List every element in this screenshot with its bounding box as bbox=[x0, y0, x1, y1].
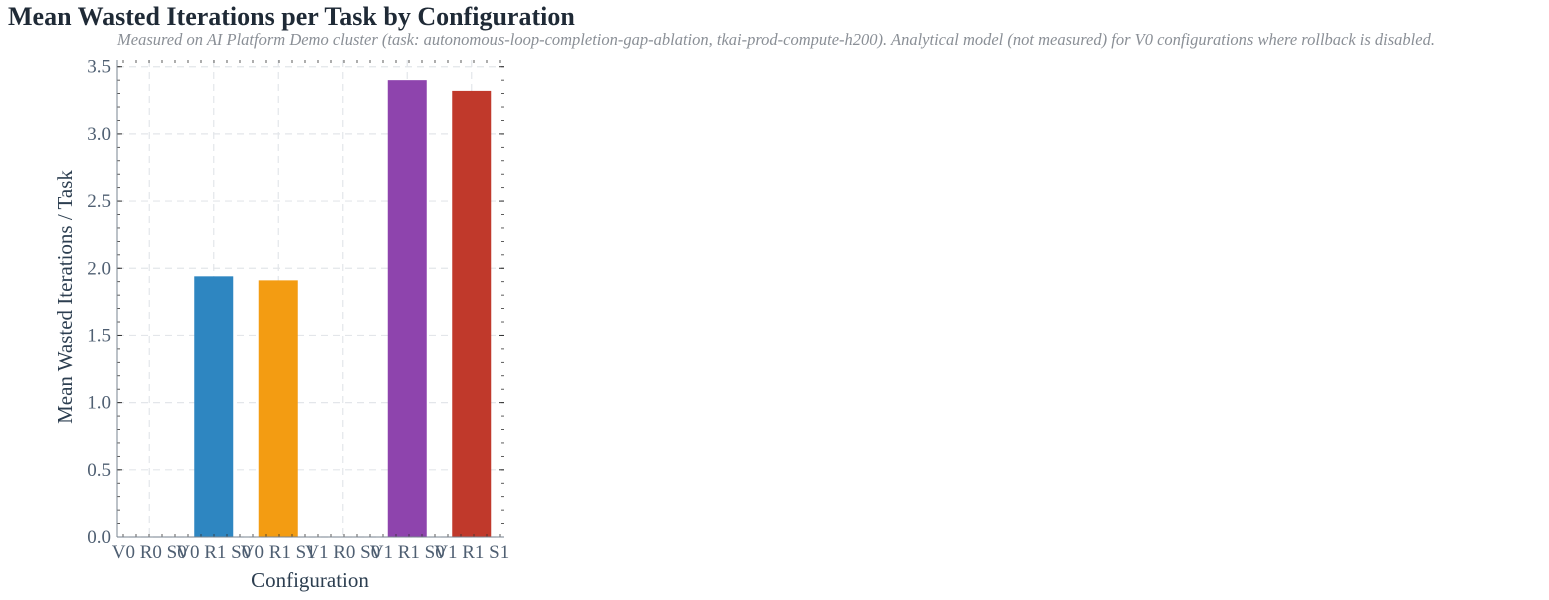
y-tick-label: 1.0 bbox=[87, 393, 111, 414]
x-tick-label: V0 R1 S1 bbox=[241, 542, 316, 563]
chart-title: Mean Wasted Iterations per Task by Confi… bbox=[8, 2, 575, 31]
bar bbox=[452, 90, 492, 537]
y-tick-label: 2.0 bbox=[87, 258, 111, 279]
y-tick-label: 0.5 bbox=[87, 460, 111, 481]
y-tick-label: 1.5 bbox=[87, 325, 111, 346]
y-axis-label: Mean Wasted Iterations / Task bbox=[53, 170, 77, 424]
axes bbox=[116, 60, 504, 538]
y-tick-label: 3.5 bbox=[87, 57, 111, 78]
bars bbox=[194, 80, 492, 537]
x-tick-label: V0 R0 S0 bbox=[112, 542, 187, 563]
y-tick-label: 3.0 bbox=[87, 124, 111, 145]
x-tick-label: V1 R1 S1 bbox=[434, 542, 509, 563]
bar bbox=[387, 80, 427, 537]
bar bbox=[258, 280, 298, 537]
x-tick-label: V0 R1 S0 bbox=[176, 542, 251, 563]
x-tick-label: V1 R1 S0 bbox=[370, 542, 445, 563]
x-axis-label: Configuration bbox=[251, 568, 369, 592]
chart-subtitle: Measured on AI Platform Demo cluster (ta… bbox=[117, 30, 1435, 49]
y-tick-label: 2.5 bbox=[87, 191, 111, 212]
bar bbox=[194, 276, 234, 537]
x-tick-label: V1 R0 S0 bbox=[305, 542, 380, 563]
grid-lines bbox=[117, 60, 504, 538]
y-tick-label: 0.0 bbox=[87, 527, 111, 548]
